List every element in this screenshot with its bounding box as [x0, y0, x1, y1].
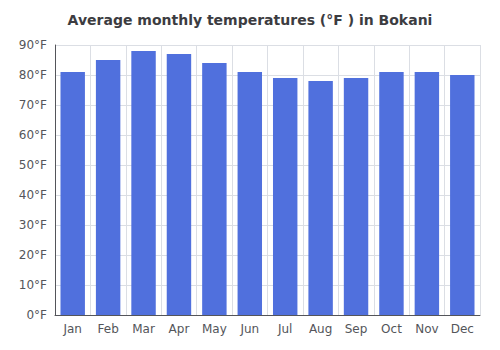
- svg-text:Apr: Apr: [169, 322, 190, 336]
- svg-text:90°F: 90°F: [19, 38, 47, 52]
- svg-text:Mar: Mar: [132, 322, 155, 336]
- svg-text:Dec: Dec: [451, 322, 474, 336]
- svg-text:0°F: 0°F: [26, 308, 47, 322]
- svg-text:Feb: Feb: [98, 322, 119, 336]
- svg-text:40°F: 40°F: [19, 188, 47, 202]
- svg-text:Jun: Jun: [239, 322, 259, 336]
- svg-text:30°F: 30°F: [19, 218, 47, 232]
- svg-text:10°F: 10°F: [19, 278, 47, 292]
- svg-text:Aug: Aug: [309, 322, 332, 336]
- svg-text:Average monthly temperatures (: Average monthly temperatures (°F ) in Bo…: [68, 12, 433, 28]
- svg-text:Oct: Oct: [381, 322, 402, 336]
- svg-text:Sep: Sep: [345, 322, 368, 336]
- svg-text:Jul: Jul: [277, 322, 292, 336]
- svg-text:80°F: 80°F: [19, 68, 47, 82]
- svg-text:50°F: 50°F: [19, 158, 47, 172]
- svg-text:Jan: Jan: [62, 322, 82, 336]
- svg-text:20°F: 20°F: [19, 248, 47, 262]
- svg-text:60°F: 60°F: [19, 128, 47, 142]
- svg-text:70°F: 70°F: [19, 98, 47, 112]
- svg-text:Nov: Nov: [415, 322, 438, 336]
- svg-text:May: May: [202, 322, 227, 336]
